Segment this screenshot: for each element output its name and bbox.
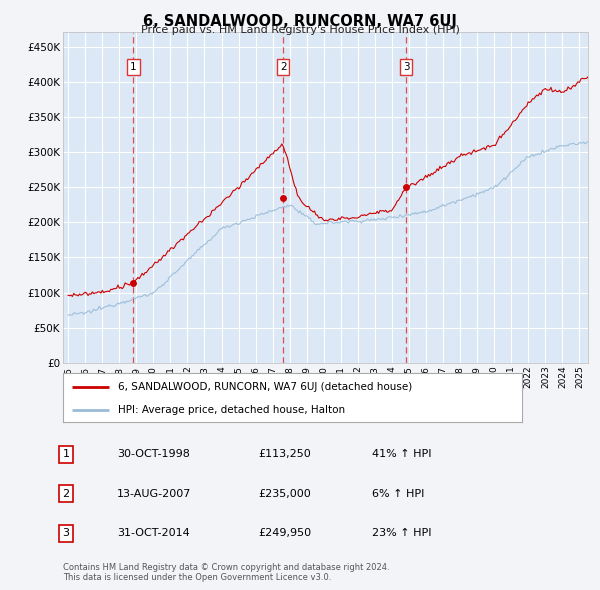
Text: 23% ↑ HPI: 23% ↑ HPI <box>372 529 431 538</box>
Text: 41% ↑ HPI: 41% ↑ HPI <box>372 450 431 459</box>
Text: 13-AUG-2007: 13-AUG-2007 <box>117 489 191 499</box>
Text: 1: 1 <box>130 62 137 72</box>
Text: 3: 3 <box>403 62 409 72</box>
Text: HPI: Average price, detached house, Halton: HPI: Average price, detached house, Halt… <box>118 405 345 415</box>
Text: 31-OCT-2014: 31-OCT-2014 <box>117 529 190 538</box>
Text: £113,250: £113,250 <box>258 450 311 459</box>
Text: 2: 2 <box>62 489 70 499</box>
Text: 1: 1 <box>62 450 70 459</box>
Text: 6, SANDALWOOD, RUNCORN, WA7 6UJ: 6, SANDALWOOD, RUNCORN, WA7 6UJ <box>143 14 457 28</box>
Text: Price paid vs. HM Land Registry's House Price Index (HPI): Price paid vs. HM Land Registry's House … <box>140 25 460 35</box>
Text: 30-OCT-1998: 30-OCT-1998 <box>117 450 190 459</box>
Text: 3: 3 <box>62 529 70 538</box>
Text: This data is licensed under the Open Government Licence v3.0.: This data is licensed under the Open Gov… <box>63 573 331 582</box>
Text: 6% ↑ HPI: 6% ↑ HPI <box>372 489 424 499</box>
Text: Contains HM Land Registry data © Crown copyright and database right 2024.: Contains HM Land Registry data © Crown c… <box>63 563 389 572</box>
Text: 2: 2 <box>280 62 287 72</box>
Text: £235,000: £235,000 <box>258 489 311 499</box>
Text: £249,950: £249,950 <box>258 529 311 538</box>
Text: 6, SANDALWOOD, RUNCORN, WA7 6UJ (detached house): 6, SANDALWOOD, RUNCORN, WA7 6UJ (detache… <box>118 382 412 392</box>
